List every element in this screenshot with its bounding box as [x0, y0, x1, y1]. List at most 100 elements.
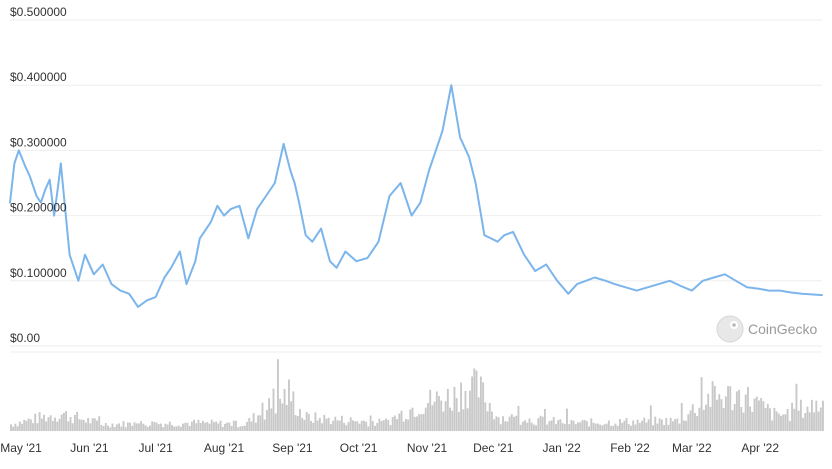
volume-bar	[193, 419, 196, 431]
x-tick-label: Feb '22	[610, 441, 650, 455]
volume-bar	[404, 418, 407, 431]
price-line	[9, 84, 823, 308]
price-point	[24, 166, 26, 168]
price-point	[155, 296, 157, 298]
volume-bar	[671, 421, 674, 431]
volume-bar	[215, 421, 218, 431]
volume-bar	[420, 414, 423, 431]
volume-bar	[290, 401, 293, 431]
price-point	[336, 267, 338, 269]
volume-bar	[376, 423, 379, 431]
volume-bar	[82, 420, 85, 431]
volume-bar	[552, 417, 555, 431]
volume-bar	[354, 421, 357, 431]
price-point	[512, 231, 514, 233]
price-point	[713, 277, 715, 279]
volume-bar	[387, 419, 390, 431]
price-point	[419, 202, 421, 204]
volume-bar	[685, 420, 688, 431]
price-point	[119, 290, 121, 292]
price-point	[49, 179, 51, 181]
volume-bar	[822, 400, 824, 431]
volume-bar	[504, 421, 507, 431]
volume-bar	[607, 420, 610, 431]
volume-bar	[572, 420, 575, 431]
volume-bar	[654, 416, 657, 431]
volume-bar	[594, 423, 597, 431]
price-point	[475, 182, 477, 184]
x-tick-label: Oct '21	[340, 441, 378, 455]
price-point	[238, 205, 240, 207]
volume-bar	[12, 426, 15, 431]
volume-bar	[104, 422, 107, 431]
volume-bar	[252, 413, 255, 431]
x-tick-label: Sep '21	[272, 441, 313, 455]
volume-bar	[435, 391, 438, 431]
volume-bar	[592, 422, 595, 431]
volume-bar	[396, 419, 399, 431]
volume-bar	[755, 396, 758, 431]
price-point	[137, 306, 139, 308]
x-tick-label: Nov '21	[407, 441, 448, 455]
volume-bar	[537, 418, 540, 431]
volume-bar	[645, 422, 648, 431]
volume-bars	[10, 359, 824, 431]
volume-bar	[226, 422, 229, 431]
volume-bar	[440, 400, 443, 431]
volume-bar	[744, 394, 747, 431]
volume-bar	[23, 419, 26, 431]
volume-bar	[788, 421, 791, 431]
volume-bar	[810, 399, 813, 431]
volume-bar	[667, 424, 670, 431]
price-point	[768, 290, 770, 292]
volume-bar	[751, 411, 754, 431]
volume-bar	[208, 423, 211, 431]
volume-bar	[246, 421, 248, 431]
volume-bar	[570, 420, 573, 431]
volume-bar	[727, 386, 729, 431]
volume-bar	[416, 416, 418, 431]
volume-bar	[707, 393, 710, 431]
volume-bar	[455, 398, 458, 431]
volume-bar	[497, 417, 500, 431]
volume-bar	[248, 417, 251, 431]
volume-bar	[407, 419, 410, 431]
volume-bar	[120, 426, 123, 431]
volume-bar	[224, 423, 226, 431]
volume-bar	[665, 418, 668, 431]
volume-bar	[323, 414, 326, 431]
volume-bar	[210, 419, 213, 431]
volume-bar	[151, 421, 154, 431]
volume-bar	[283, 388, 286, 431]
volume-bar	[698, 407, 701, 431]
volume-bar	[652, 425, 654, 431]
volume-bar	[360, 420, 363, 431]
volume-bar	[197, 419, 200, 431]
volume-bar	[142, 423, 145, 431]
volume-bar	[539, 415, 542, 431]
price-point	[69, 254, 71, 256]
price-point	[29, 175, 31, 177]
volume-bar	[164, 423, 167, 431]
price-point	[389, 195, 391, 197]
volume-bar	[705, 404, 707, 431]
volume-bar	[385, 418, 387, 431]
price-point	[186, 283, 188, 285]
volume-bar	[568, 424, 571, 431]
volume-bar	[162, 427, 165, 431]
volume-bar	[711, 381, 714, 431]
price-point	[13, 162, 15, 164]
volume-bar	[808, 412, 811, 431]
volume-bar	[327, 417, 330, 431]
volume-bar	[93, 418, 96, 431]
price-point	[179, 250, 181, 252]
price-point	[585, 280, 587, 282]
volume-bar	[270, 408, 273, 431]
price-point	[680, 285, 682, 287]
volume-bar	[257, 415, 260, 431]
volume-bar	[352, 420, 354, 431]
volume-bar	[599, 424, 602, 431]
volume-bar	[221, 426, 224, 431]
price-point	[344, 250, 346, 252]
